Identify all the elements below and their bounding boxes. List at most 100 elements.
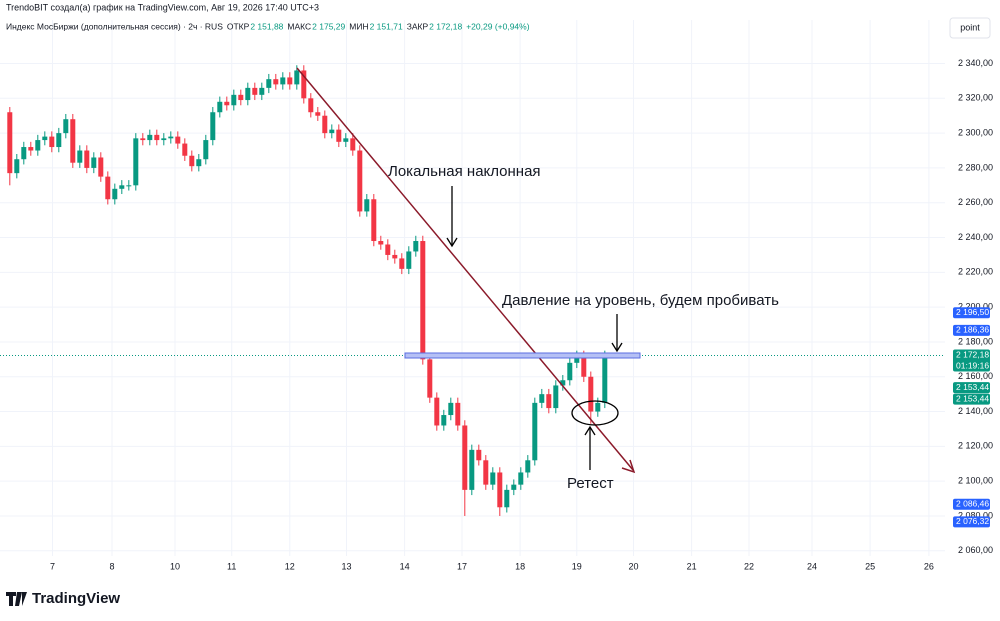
candle-body xyxy=(217,101,223,113)
candle-body xyxy=(245,87,251,101)
candle-body xyxy=(371,199,377,242)
candle-body xyxy=(602,355,608,403)
x-tick-label: 13 xyxy=(341,561,351,571)
candle-body xyxy=(77,150,83,163)
x-tick-label: 26 xyxy=(924,561,934,571)
price-label: 2 076,32 xyxy=(956,516,989,526)
grid: 7 8 10 11 12 13 14 17 18 19 20 21 22 24 25 26 xyxy=(0,20,945,571)
candle-body xyxy=(364,199,370,212)
x-tick-label: 19 xyxy=(572,561,582,571)
candle-body xyxy=(315,112,321,116)
price-label: 2 196,50 xyxy=(956,307,989,317)
trend-line xyxy=(296,67,634,471)
price-label: 2 153,44 xyxy=(956,382,989,392)
candle-body xyxy=(504,489,510,508)
price-label-box xyxy=(953,382,990,394)
y-tick-label: 2 260,00 xyxy=(958,197,993,207)
x-tick-label: 7 xyxy=(50,561,55,571)
candle-body xyxy=(539,394,545,403)
x-tick-label: 22 xyxy=(744,561,754,571)
candle-body xyxy=(483,460,489,485)
button-label[interactable]: point xyxy=(960,22,980,32)
candle-body xyxy=(567,362,573,381)
candle-body xyxy=(595,402,601,412)
x-tick-label: 12 xyxy=(285,561,295,571)
candle-body xyxy=(308,98,314,113)
candle-body xyxy=(546,394,552,409)
y-tick-label: 2 280,00 xyxy=(958,162,993,172)
candle-body xyxy=(182,143,188,156)
credit: TrendoBIT создал(а) график на TradingVie… xyxy=(6,2,319,12)
candle-body xyxy=(553,385,559,409)
candle-body xyxy=(266,79,272,88)
x-tick-label: 11 xyxy=(227,561,236,571)
candle-body xyxy=(448,402,454,416)
info-text: Индекс МосБиржи (дополнительная сессия) … xyxy=(6,21,223,31)
y-tick-label: 2 080,00 xyxy=(958,510,993,520)
annotation: Локальная наклонная xyxy=(388,163,541,180)
y-tick-label: 2 120,00 xyxy=(958,441,993,451)
info-text: МАКС xyxy=(287,21,311,31)
candle-body xyxy=(28,147,34,151)
candle-body xyxy=(56,133,62,148)
y-tick-label: 2 220,00 xyxy=(958,267,993,277)
candle-body xyxy=(273,79,279,85)
y-tick-label: 2 180,00 xyxy=(958,336,993,346)
candle-body xyxy=(280,77,286,85)
info-text: 2 175,29 xyxy=(312,21,345,31)
x-tick-label: 25 xyxy=(865,561,875,571)
candle-body xyxy=(497,472,503,508)
candle-body xyxy=(154,134,160,141)
candle-body xyxy=(112,188,118,200)
candle-body xyxy=(21,147,27,160)
candle-body xyxy=(231,94,237,106)
info-text: 2 151,88 xyxy=(250,21,283,31)
button[interactable] xyxy=(949,17,991,39)
candle-body xyxy=(294,70,300,85)
price-label-box xyxy=(953,349,990,372)
y-tick-label: 2 200,00 xyxy=(958,302,993,312)
y-tick-label: 2 060,00 xyxy=(958,545,993,555)
price-label-box xyxy=(953,516,990,528)
y-tick-label: 2 100,00 xyxy=(958,476,993,486)
y-tick-label: 2 320,00 xyxy=(958,93,993,103)
x-tick-label: 8 xyxy=(109,561,114,571)
candle-body xyxy=(385,244,391,255)
candle-body xyxy=(42,136,48,141)
info-text: ОТКР xyxy=(227,21,250,31)
candle-body xyxy=(588,376,594,412)
y-tick-label: 2 300,00 xyxy=(958,127,993,137)
info-text: МИН xyxy=(349,21,368,31)
price-label-box xyxy=(953,498,990,510)
candle-body xyxy=(511,484,517,490)
arrow-head xyxy=(584,425,596,436)
candle-body xyxy=(455,402,461,426)
candle-body xyxy=(210,112,216,141)
candle-body xyxy=(168,136,174,139)
price-label-box xyxy=(953,307,990,319)
candle-body xyxy=(140,138,146,141)
candle-body xyxy=(329,129,335,134)
candle-body xyxy=(175,136,181,144)
candle-body xyxy=(581,355,587,377)
price-label: 2 186,36 xyxy=(956,325,989,335)
candle-body xyxy=(413,241,419,252)
info-text: 2 172,18 xyxy=(429,21,462,31)
candle-body xyxy=(574,355,580,363)
price-label-box xyxy=(953,393,990,405)
y-tick-label: 2 140,00 xyxy=(958,406,993,416)
candle-body xyxy=(399,258,405,269)
candle-body xyxy=(350,138,356,151)
info-text: +20,29 (+0,94%) xyxy=(466,21,529,31)
candle-body xyxy=(287,77,293,85)
y-tick-label: 2 160,00 xyxy=(958,371,993,381)
x-tick-label: 21 xyxy=(687,561,697,571)
arrow-head xyxy=(611,342,623,353)
info-text: 2 151,71 xyxy=(370,21,403,31)
candle-body xyxy=(301,70,307,99)
x-tick-label: 24 xyxy=(807,561,817,571)
price-label: 2 172,18 xyxy=(956,349,989,359)
y-tick-label: 2 340,00 xyxy=(958,58,993,68)
logo: TradingView xyxy=(32,590,120,607)
